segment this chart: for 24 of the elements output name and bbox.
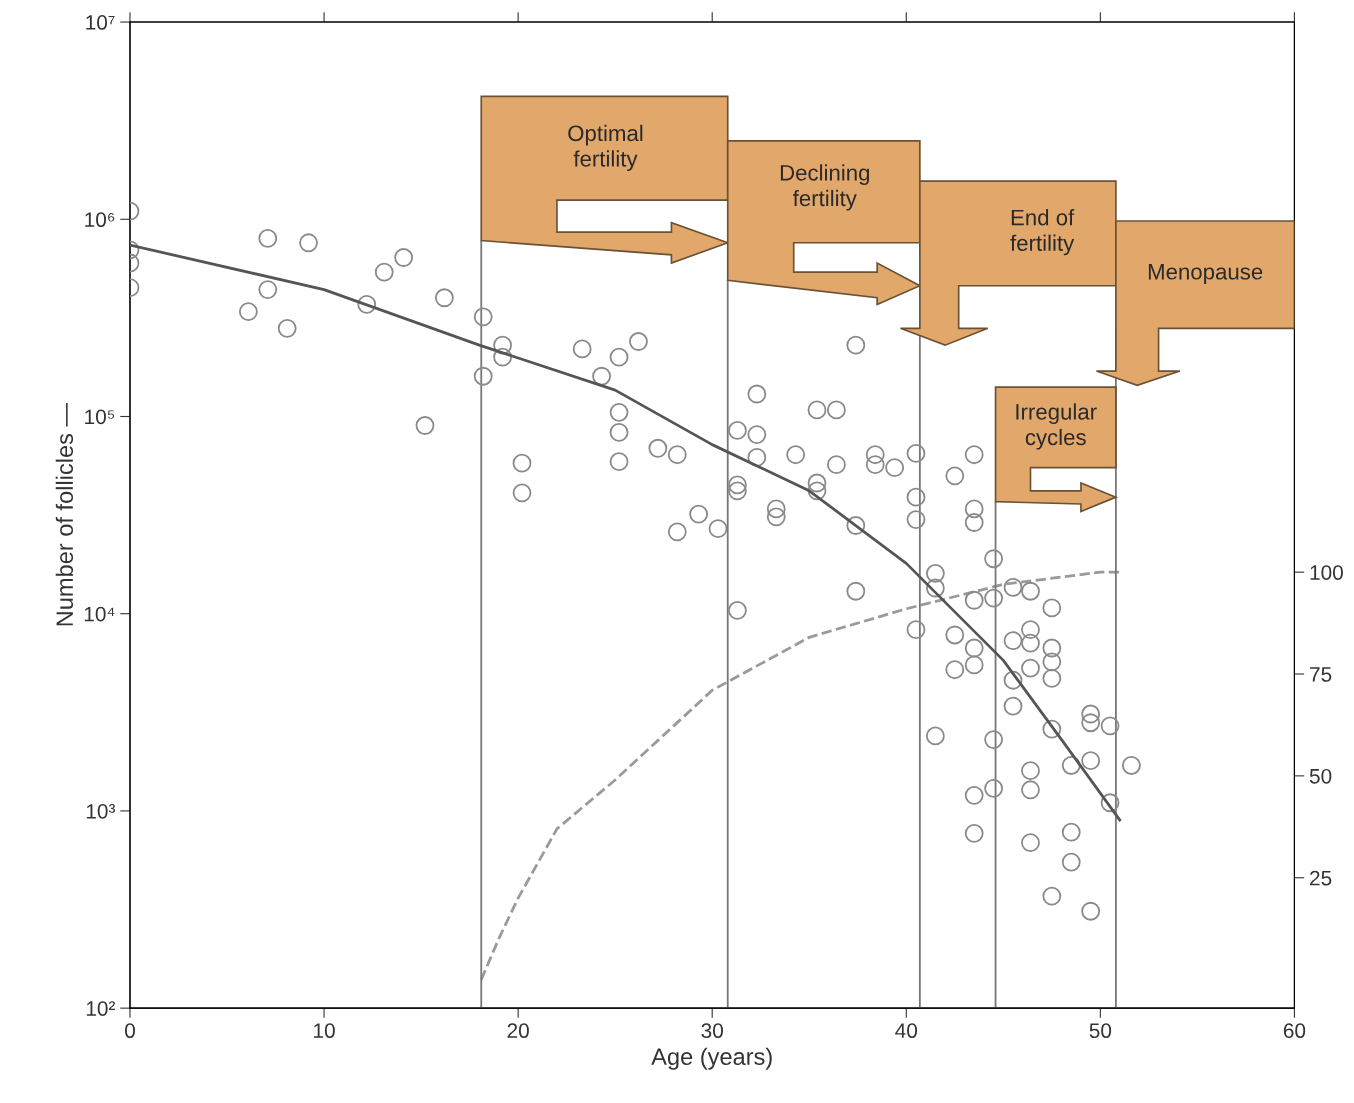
annotation: End of fertility bbox=[1010, 209, 1075, 256]
y-tick-label: 10⁵ bbox=[85, 409, 115, 425]
x-tick-label: 20 bbox=[507, 1023, 529, 1039]
x-tick-label: 50 bbox=[1089, 1023, 1112, 1039]
y2-tick-label: 50 bbox=[1309, 768, 1332, 784]
x-tick-label: 60 bbox=[1283, 1023, 1306, 1039]
annotation: Optimal fertility bbox=[568, 124, 643, 172]
y-tick-label: 10⁴ bbox=[84, 606, 115, 622]
annotation: Irregular cycles bbox=[1016, 403, 1097, 450]
y2-tick-label: 25 bbox=[1310, 870, 1332, 886]
x-tick-label: 30 bbox=[701, 1023, 723, 1039]
y-tick-label: 10² bbox=[86, 1001, 116, 1016]
y-tick-label: 10⁶ bbox=[85, 212, 115, 228]
y2-tick-label: 100 bbox=[1310, 565, 1343, 580]
y-tick-label: 10³ bbox=[86, 803, 115, 819]
annotation: Menopause bbox=[1148, 264, 1263, 285]
y-axis-title: Number of follicles — bbox=[55, 402, 74, 626]
x-axis-title: Age (years) bbox=[651, 1047, 772, 1070]
x-tick-label: 10 bbox=[314, 1023, 335, 1039]
x-tick-label: 40 bbox=[895, 1023, 918, 1039]
y2-tick-label: 75 bbox=[1310, 667, 1332, 682]
y-tick-label: 10⁷ bbox=[86, 15, 115, 30]
x-tick-label: 0 bbox=[125, 1023, 135, 1039]
annotation: Declining fertility bbox=[780, 164, 870, 211]
